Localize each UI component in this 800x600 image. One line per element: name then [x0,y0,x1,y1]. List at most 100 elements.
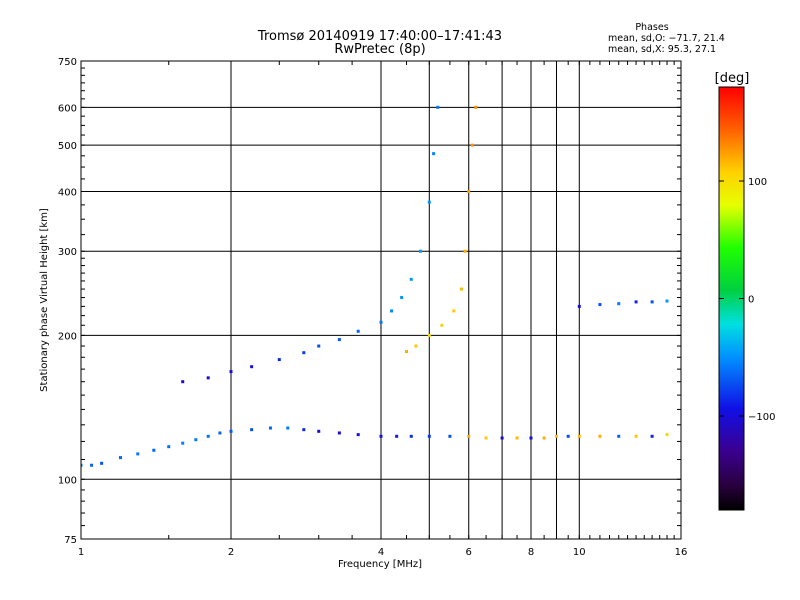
x-axis-label: Frequency [MHz] [338,559,422,570]
y-tick-labels: 75 100 200 300 400 500 600 750 [58,57,77,546]
data-point [118,456,122,460]
x-tick-label: 16 [675,547,688,558]
data-point [414,344,418,348]
y-axis-label: Stationary phase Virtual Height [km] [39,208,50,392]
data-point [577,304,581,308]
data-point [317,429,321,433]
data-point [194,438,198,442]
data-point [229,370,233,374]
colorbar-tick-label: 0 [748,295,754,306]
data-points [81,105,669,467]
y-tick-label: 600 [58,103,77,114]
data-point [448,434,452,438]
x-tick-label: 1 [78,547,84,558]
data-point [206,376,210,380]
data-point [337,431,341,435]
axis-ticks [80,60,682,539]
y-tick-label: 500 [58,141,77,152]
data-point [650,434,654,438]
data-point [418,249,422,253]
data-point [167,445,171,449]
y-tick-label: 400 [58,187,77,198]
data-point [500,436,504,440]
data-point [229,429,233,433]
y-tick-label: 75 [64,535,77,546]
y-tick-label: 300 [58,247,77,258]
data-point [617,434,621,438]
data-point [566,434,570,438]
phase-legend-heading: Phases [635,22,668,33]
data-point [181,441,185,445]
data-point [650,300,654,304]
colorbar-tick-label: 100 [748,177,767,188]
grid-lines [81,61,682,539]
colorbar-label: [deg] [715,71,750,86]
data-point [598,434,602,438]
data-point [617,302,621,306]
data-point [409,277,413,281]
x-tick-label: 4 [378,547,384,558]
data-point [136,452,140,456]
x-tick-label: 2 [228,547,234,558]
y-tick-label: 750 [58,57,77,68]
data-point [577,434,581,438]
data-point [206,434,210,438]
x-tick-label: 10 [573,547,586,558]
phase-legend-o: mean, sd,O: −71.7, 21.4 [608,33,725,44]
data-point [665,299,669,303]
data-point [81,463,83,467]
data-point [395,434,399,438]
chart-title: Tromsø 20140919 17:40:00–17:41:43 [257,29,502,44]
colorbar-tick-label: −100 [748,412,775,423]
data-point [440,323,444,327]
data-point [427,333,431,337]
data-point [427,434,431,438]
data-point [404,350,408,354]
data-point [379,434,383,438]
data-point [463,249,467,253]
data-point [152,448,156,452]
data-point [100,461,104,465]
data-point [181,380,185,384]
data-point [665,433,669,437]
x-tick-labels: 1 2 4 6 8 10 16 [78,547,688,558]
data-point [277,358,281,362]
data-point [317,344,321,348]
data-point [436,105,440,109]
data-point [409,434,413,438]
colorbar-ticks: 100 0 −100 [719,177,775,423]
data-point [474,105,478,109]
data-point [634,434,638,438]
data-point [467,189,471,193]
data-point [634,300,638,304]
data-point [302,428,306,432]
data-point [542,436,546,440]
chart-subtitle: RwPretec (8p) [334,42,425,57]
data-point [598,303,602,307]
data-point [250,365,254,369]
data-point [379,320,383,324]
x-tick-label: 6 [466,547,472,558]
data-point [554,434,558,438]
data-point [432,152,436,156]
data-point [302,351,306,355]
data-point [459,287,463,291]
data-point [218,431,222,435]
data-point [400,296,404,300]
data-point [356,433,360,437]
y-tick-label: 200 [58,331,77,342]
data-point [467,434,471,438]
data-point [90,463,94,467]
phase-legend-x: mean, sd,X: 95.3, 27.1 [608,44,716,55]
data-point [529,436,533,440]
data-point [286,426,290,430]
data-point [452,309,456,313]
data-point [337,338,341,342]
data-point [250,428,254,432]
data-point [268,426,272,430]
data-point [484,436,488,440]
data-point [356,329,360,333]
data-point [515,436,519,440]
data-point [470,143,474,147]
